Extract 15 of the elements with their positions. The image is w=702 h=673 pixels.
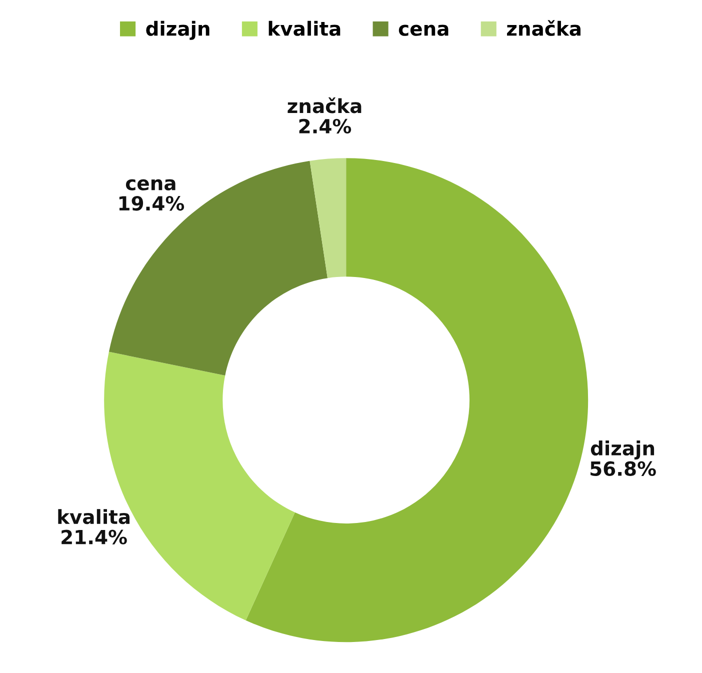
donut-slice <box>310 158 346 278</box>
legend-label: cena <box>398 24 448 36</box>
slice-label: kvalita <box>58 509 130 524</box>
legend-label: značka <box>507 20 580 36</box>
slice-label: značka <box>288 97 362 114</box>
data-label: 2.4% <box>299 118 352 134</box>
data-label: 56.8% <box>590 461 656 476</box>
donut-slice <box>246 158 588 642</box>
data-label: 19.4% <box>119 196 184 211</box>
legend-label: kvalita <box>268 20 340 36</box>
slice-label: dizajn <box>590 440 654 460</box>
data-label: 21.4% <box>62 530 127 544</box>
donut-slice <box>108 160 328 376</box>
legend-label: dizajn <box>146 20 210 40</box>
slice-label: cena <box>126 179 176 190</box>
